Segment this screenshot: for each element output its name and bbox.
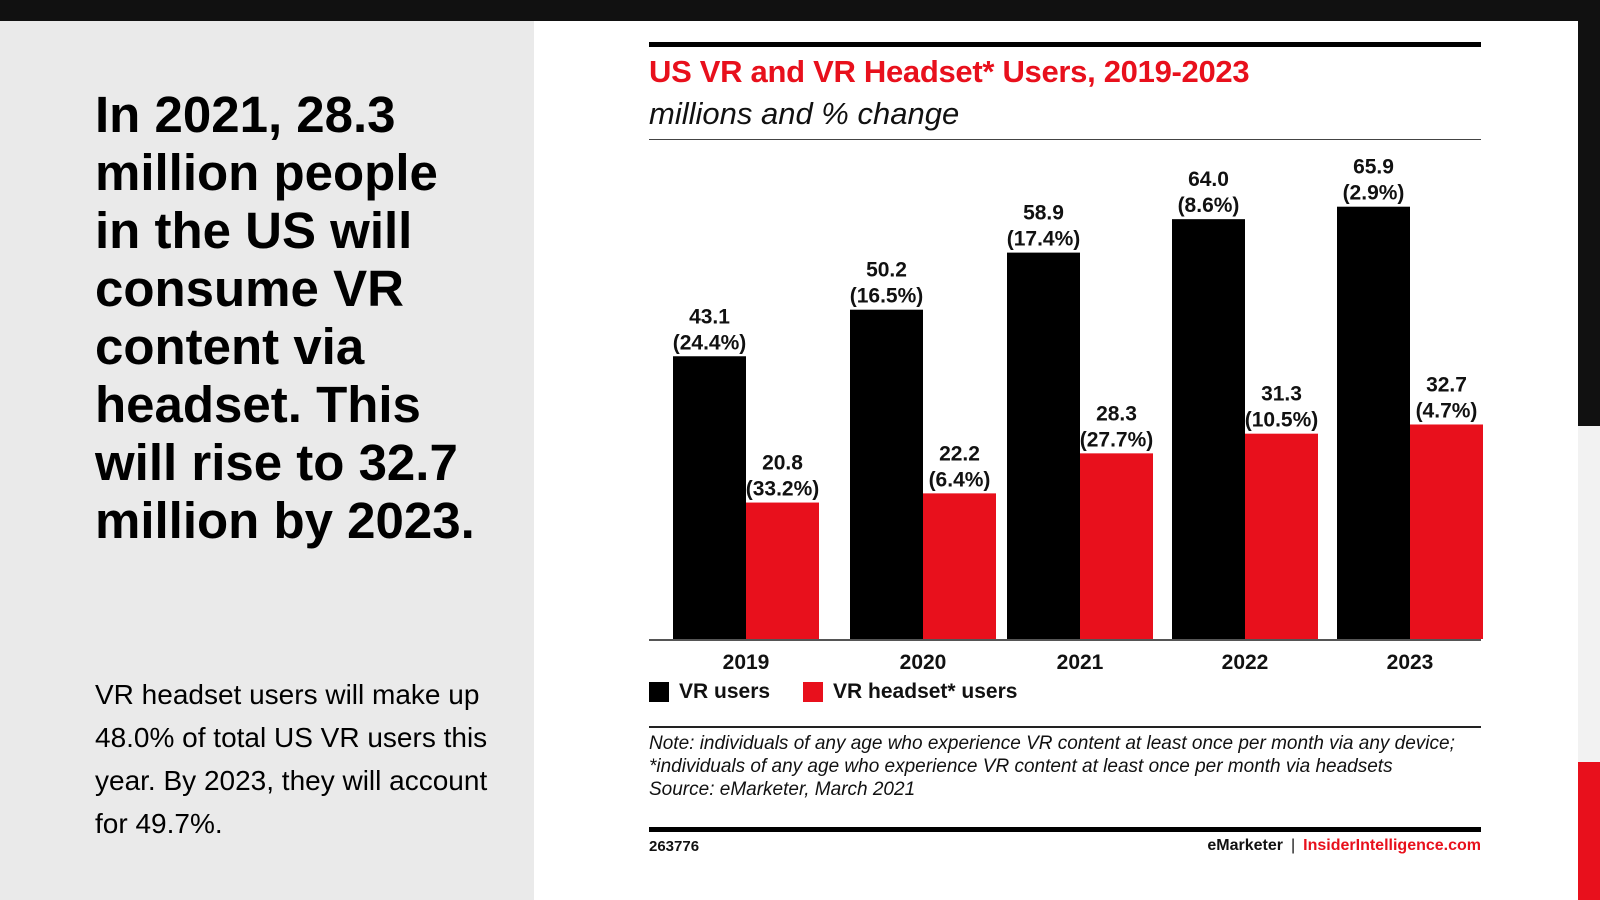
pct-change-label-vr-headset-users-2019: (33.2%) <box>746 478 820 501</box>
chart-subtitle-rule <box>649 139 1481 140</box>
bar-vr-users-2021 <box>1007 252 1080 639</box>
brand-site-link[interactable]: InsiderIntelligence.com <box>1303 837 1481 854</box>
pct-change-label-vr-headset-users-2021: (27.7%) <box>1080 428 1154 451</box>
value-label-vr-users-2020: 50.2 <box>866 259 907 282</box>
value-label-vr-headset-users-2022: 31.3 <box>1261 383 1302 406</box>
chart-bottom-rule <box>649 827 1481 832</box>
brand-footer: eMarketer | InsiderIntelligence.com <box>1207 837 1481 855</box>
bar-vr-users-2023 <box>1337 206 1410 640</box>
left-panel <box>0 21 534 900</box>
source-text: Source: eMarketer, March 2021 <box>649 779 916 800</box>
pct-change-label-vr-users-2022: (8.6%) <box>1178 194 1240 217</box>
legend-label-vr-users: VR users <box>679 680 771 703</box>
value-label-vr-users-2019: 43.1 <box>689 305 730 328</box>
x-tick-label-2021: 2021 <box>1057 651 1104 674</box>
note-text: Note: individuals of any age who experie… <box>649 733 1455 777</box>
bar-vr-headset-users-2023 <box>1410 424 1483 639</box>
bar-vr-users-2022 <box>1172 219 1245 639</box>
value-label-vr-headset-users-2019: 20.8 <box>762 452 803 475</box>
headline: In 2021, 28.3 million people in the US w… <box>95 86 475 549</box>
bar-vr-headset-users-2021 <box>1080 453 1153 639</box>
x-tick-label-2020: 2020 <box>900 651 947 674</box>
pct-change-label-vr-users-2021: (17.4%) <box>1007 228 1081 251</box>
pct-change-label-vr-headset-users-2023: (4.7%) <box>1416 399 1478 422</box>
brand-name: eMarketer <box>1207 837 1284 854</box>
bar-vr-headset-users-2020 <box>923 493 996 639</box>
pct-change-label-vr-users-2023: (2.9%) <box>1343 182 1405 205</box>
legend-item-vr-headset-users: VR headset* users <box>803 680 1017 704</box>
legend-item-vr-users: VR users <box>649 680 770 704</box>
pct-change-label-vr-users-2020: (16.5%) <box>850 285 924 308</box>
chart-id: 263776 <box>649 838 700 855</box>
top-bar <box>0 0 1600 21</box>
right-accent-strip-black <box>1578 21 1600 426</box>
brand-separator: | <box>1291 837 1296 854</box>
bar-vr-users-2020 <box>850 309 923 639</box>
chart-legend: VR users VR headset* users <box>649 680 1050 704</box>
legend-swatch-vr-headset-users <box>803 682 824 702</box>
note-rule <box>649 726 1481 728</box>
legend-swatch-vr-users <box>649 682 669 702</box>
value-label-vr-users-2021: 58.9 <box>1023 202 1064 225</box>
value-label-vr-headset-users-2021: 28.3 <box>1096 402 1137 425</box>
x-tick-label-2022: 2022 <box>1222 651 1269 674</box>
x-tick-label-2019: 2019 <box>723 651 770 674</box>
value-label-vr-users-2022: 64.0 <box>1188 168 1229 191</box>
body-text: VR headset users will make up 48.0% of t… <box>95 679 488 839</box>
bar-vr-users-2019 <box>673 356 746 639</box>
bar-vr-headset-users-2022 <box>1245 433 1318 639</box>
chart-note: Note: individuals of any age who experie… <box>649 732 1479 801</box>
chart-top-rule <box>649 42 1481 47</box>
right-accent-strip-gray <box>1578 426 1600 762</box>
bar-chart: 43.1 (24.4%) 20.8 (33.2%) 2019 50.2 (16.5%) 22.… <box>649 156 1483 674</box>
pct-change-label-vr-users-2019: (24.4%) <box>673 331 747 354</box>
value-label-vr-users-2023: 65.9 <box>1353 156 1394 179</box>
pct-change-label-vr-headset-users-2022: (10.5%) <box>1245 409 1319 432</box>
value-label-vr-headset-users-2023: 32.7 <box>1426 373 1467 396</box>
bar-vr-headset-users-2019 <box>746 502 819 639</box>
value-label-vr-headset-users-2020: 22.2 <box>939 442 980 465</box>
chart-subtitle: millions and % change <box>649 96 960 131</box>
pct-change-label-vr-headset-users-2020: (6.4%) <box>929 468 991 491</box>
legend-label-vr-headset-users: VR headset* users <box>833 680 1018 703</box>
x-tick-label-2023: 2023 <box>1387 651 1434 674</box>
right-accent-strip-red <box>1578 762 1600 900</box>
chart-title: US VR and VR Headset* Users, 2019-2023 <box>649 54 1250 89</box>
